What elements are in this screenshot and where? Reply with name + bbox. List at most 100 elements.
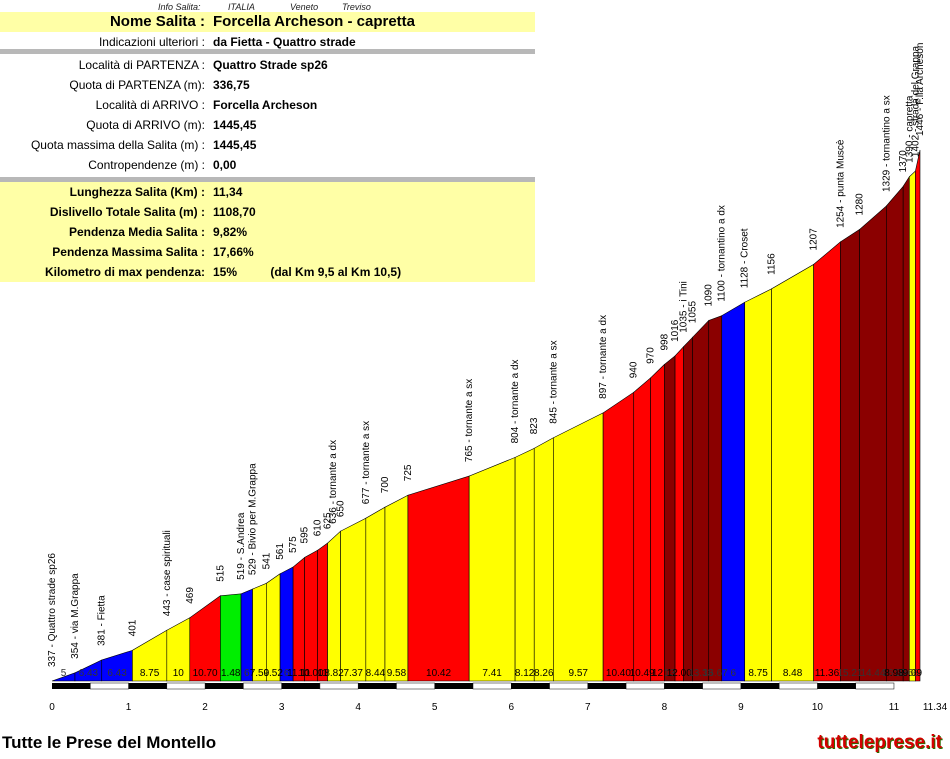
- km-bar-dark: [587, 683, 627, 689]
- gradient-label: 9.58: [387, 668, 407, 679]
- profile-segment: [514, 447, 535, 682]
- x-tick-label: 9: [738, 702, 744, 713]
- separator: [0, 177, 535, 182]
- annotation-label: 998: [659, 333, 670, 350]
- info-label: Località di PARTENZA :: [78, 58, 205, 72]
- info-label: Quota di PARTENZA (m):: [69, 78, 205, 92]
- profile-segment: [553, 412, 604, 682]
- gradient-label: 8.44: [366, 668, 386, 679]
- km-bar-light: [90, 682, 129, 690]
- annotation-label: 401: [127, 619, 138, 636]
- profile-segment: [340, 517, 367, 682]
- info-value: Quattro Strade sp26: [213, 58, 328, 72]
- info-label: Indicazioni ulteriori :: [98, 35, 205, 49]
- annotation-label: 1035 - i Tini: [678, 281, 689, 333]
- profile-segment: [304, 549, 318, 682]
- gradient-label: 12: [652, 668, 664, 679]
- gradient-label: 8.12: [515, 668, 535, 679]
- km-bar-light: [319, 682, 359, 690]
- info-row: Quota massima della Salita (m) : 1445,45: [0, 135, 535, 155]
- info-row: Località di ARRIVO : Forcella Archeson: [0, 95, 535, 115]
- annotation-label: 443 - case spirituali: [162, 530, 173, 616]
- profile-segment: [902, 175, 910, 682]
- gradient-label: 13: [664, 668, 676, 679]
- gradient-label: 9.09: [903, 668, 923, 679]
- info-label: Quota massima della Salita (m) :: [30, 138, 205, 152]
- profile-segment: [664, 355, 676, 682]
- km-bar-dark: [434, 683, 473, 689]
- km-bar-light: [549, 682, 589, 690]
- annotation-label: 381 - Fietta: [97, 595, 108, 646]
- km-bar-dark: [664, 683, 703, 689]
- profile-segment: [279, 566, 294, 682]
- profile-segment: [692, 319, 710, 682]
- info-value: 1445,45: [213, 138, 257, 152]
- info-label: Lunghezza Salita (Km) :: [69, 185, 205, 199]
- gradient-label: 10.40: [606, 668, 631, 679]
- annotation-label: 541: [261, 552, 272, 569]
- annotation-label: 765 - tornante a sx: [464, 379, 475, 462]
- info-value: 9,82%: [213, 225, 248, 239]
- x-tick-label: 3: [279, 702, 285, 713]
- annotation-label: 970: [646, 347, 657, 364]
- info-value: 17,66%: [213, 245, 254, 259]
- annotation-label: 804 - tornante a dx: [510, 359, 521, 443]
- km-bar-light: [472, 682, 512, 690]
- gradient-label: 6.43: [79, 668, 99, 679]
- gradient-label: 7.50: [250, 668, 270, 679]
- km-bar-light: [625, 682, 665, 690]
- gradient-label: 1.48: [221, 668, 241, 679]
- gradient-label: 11: [317, 668, 328, 679]
- gradient-label: 7.41: [482, 668, 502, 679]
- km-bar-dark: [205, 683, 244, 689]
- annotation-label: 469: [185, 587, 196, 604]
- info-value: 336,75: [213, 78, 250, 92]
- km-bar-light: [702, 682, 742, 690]
- annotation-label: 1016: [670, 319, 681, 342]
- km-bar-dark: [128, 683, 167, 689]
- gradient-label: 10.42: [426, 668, 451, 679]
- gradient-label: 8.98: [884, 668, 904, 679]
- gradient-label: 6: [730, 668, 736, 679]
- annotation-label: 1370: [898, 150, 909, 173]
- info-header-country: ITALIA: [228, 2, 255, 12]
- km-bar-dark: [52, 683, 91, 689]
- gradient-label: 6: [244, 668, 250, 679]
- profile-segment: [407, 475, 470, 682]
- gradient-label: 17.66: [894, 668, 919, 679]
- annotation-label: 575: [288, 536, 299, 553]
- annotation-label: 595: [300, 526, 311, 543]
- footer-site-link[interactable]: tutteleprese.it: [817, 732, 942, 753]
- km-bar-light: [396, 682, 435, 690]
- info-row-summary: Pendenza Media Salita : 9,82%: [0, 222, 535, 242]
- x-tick-label: 8: [662, 702, 668, 713]
- info-row-summary: Lunghezza Salita (Km) : 11,34: [0, 182, 535, 202]
- x-tick-label: 11.34: [923, 702, 948, 713]
- gradient-label: 8.75: [140, 668, 160, 679]
- profile-segment: [533, 437, 554, 682]
- gradient-label: 15.21: [837, 668, 862, 679]
- annotation-label: 354 - via M.Grappa: [70, 573, 81, 659]
- profile-segment: [674, 346, 684, 682]
- annotation-label: 561: [275, 543, 286, 560]
- annotation-label: 823: [529, 417, 540, 434]
- profile-segment: [292, 556, 305, 682]
- annotation-label: 515: [215, 565, 226, 582]
- km-bar-dark: [511, 683, 550, 689]
- km-bar-light: [166, 682, 206, 690]
- gradient-label: 9.52: [263, 668, 283, 679]
- annotation-label: 1254 - punta Muscè: [835, 139, 846, 228]
- info-row: Località di PARTENZA : Quattro Strade sp…: [0, 55, 535, 75]
- x-tick-label: 5: [432, 702, 438, 713]
- gradient-label: 8.82: [324, 668, 344, 679]
- profile-segment: [384, 494, 409, 682]
- km-bar-dark: [740, 683, 780, 689]
- profile-segment: [908, 170, 916, 682]
- gradient-label: 10: [173, 668, 185, 679]
- info-value: 1108,70: [213, 205, 256, 219]
- x-tick-label: 6: [508, 702, 514, 713]
- annotation-label: 625: [323, 512, 334, 529]
- info-label: Nome Salita :: [109, 13, 205, 30]
- info-value: 15% (dal Km 9,5 al Km 10,5): [213, 265, 402, 279]
